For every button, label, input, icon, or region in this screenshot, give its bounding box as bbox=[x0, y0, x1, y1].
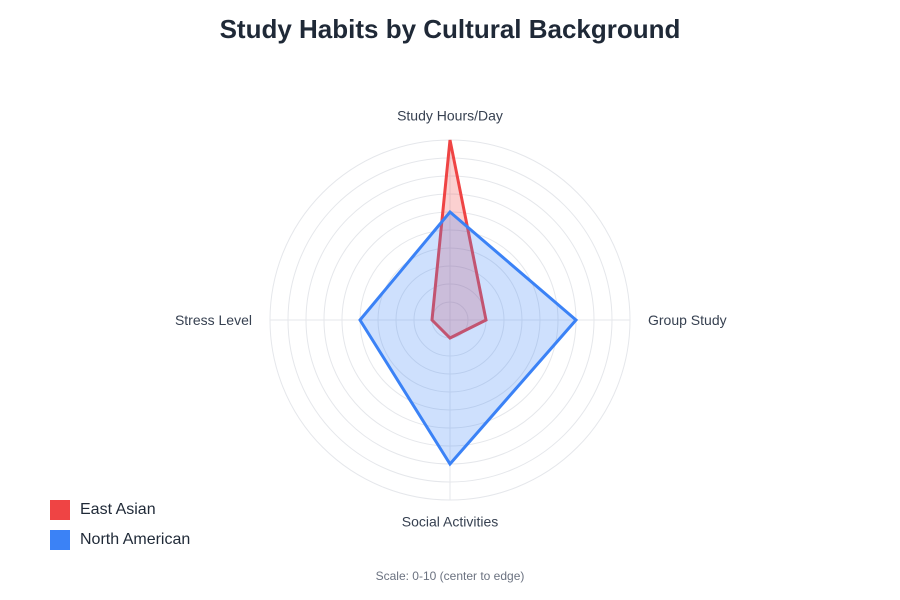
chart-title: Study Habits by Cultural Background bbox=[219, 14, 681, 44]
axis-label-stress-level: Stress Level bbox=[175, 312, 252, 328]
series-area-north-american bbox=[358, 209, 579, 467]
axis-labels: Study Hours/Day Group Study Social Activit… bbox=[175, 108, 727, 530]
legend-swatch-east-asian bbox=[50, 500, 70, 520]
radar-series bbox=[358, 139, 579, 467]
legend-item-north-american[interactable]: North American bbox=[50, 530, 190, 550]
legend-item-east-asian[interactable]: East Asian bbox=[50, 500, 190, 520]
axis-label-study-hours-day: Study Hours/Day bbox=[397, 108, 503, 124]
scale-note: Scale: 0-10 (center to edge) bbox=[375, 569, 525, 583]
series-area-east-asian bbox=[430, 139, 488, 340]
legend-label-east-asian: East Asian bbox=[80, 501, 156, 518]
legend-swatch-north-american bbox=[50, 530, 70, 550]
legend-label-north-american: North American bbox=[80, 531, 191, 548]
axis-label-social-activities: Social Activities bbox=[402, 513, 498, 529]
axis-label-group-study: Group Study bbox=[648, 312, 727, 328]
legend: East Asian North American bbox=[50, 500, 190, 560]
